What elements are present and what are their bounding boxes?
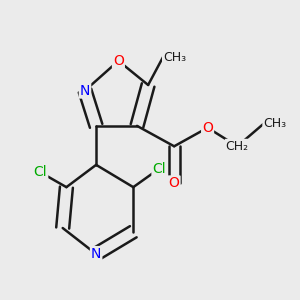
Text: Cl: Cl: [34, 165, 47, 179]
Text: CH₃: CH₃: [163, 51, 186, 64]
Text: O: O: [113, 54, 124, 68]
Text: CH₃: CH₃: [263, 118, 286, 130]
Text: N: N: [80, 84, 90, 98]
Text: O: O: [202, 121, 213, 135]
Text: O: O: [169, 176, 180, 190]
Text: Cl: Cl: [152, 162, 166, 176]
Text: N: N: [91, 247, 101, 261]
Text: CH₂: CH₂: [226, 140, 249, 153]
